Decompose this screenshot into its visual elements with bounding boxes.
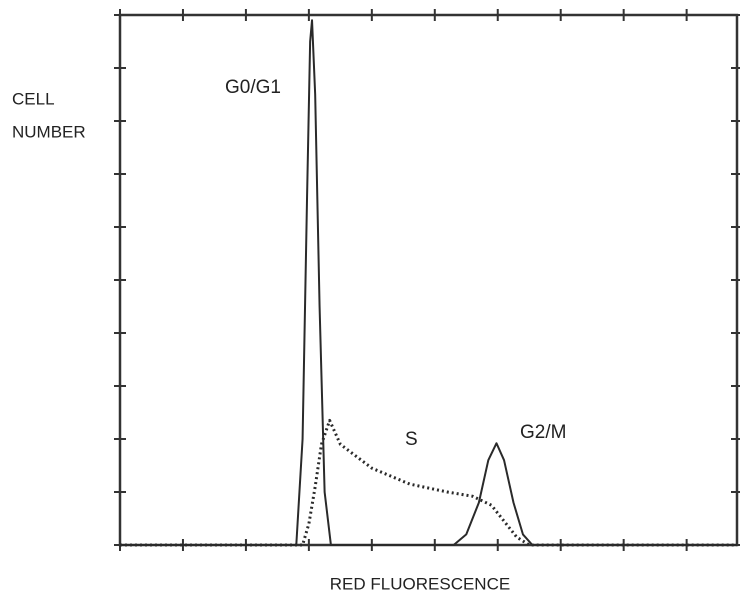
histogram-curve xyxy=(120,19,737,546)
y-axis-label: NUMBER xyxy=(12,122,86,141)
annotation: G2/M xyxy=(520,422,566,443)
y-axis-label: CELL xyxy=(12,89,55,108)
annotation: S xyxy=(405,429,418,450)
annotation: G0/G1 xyxy=(225,77,281,98)
x-axis-label: RED FLUORESCENCE xyxy=(330,574,510,593)
plot-frame xyxy=(118,13,739,547)
histogram-curve xyxy=(120,418,737,547)
